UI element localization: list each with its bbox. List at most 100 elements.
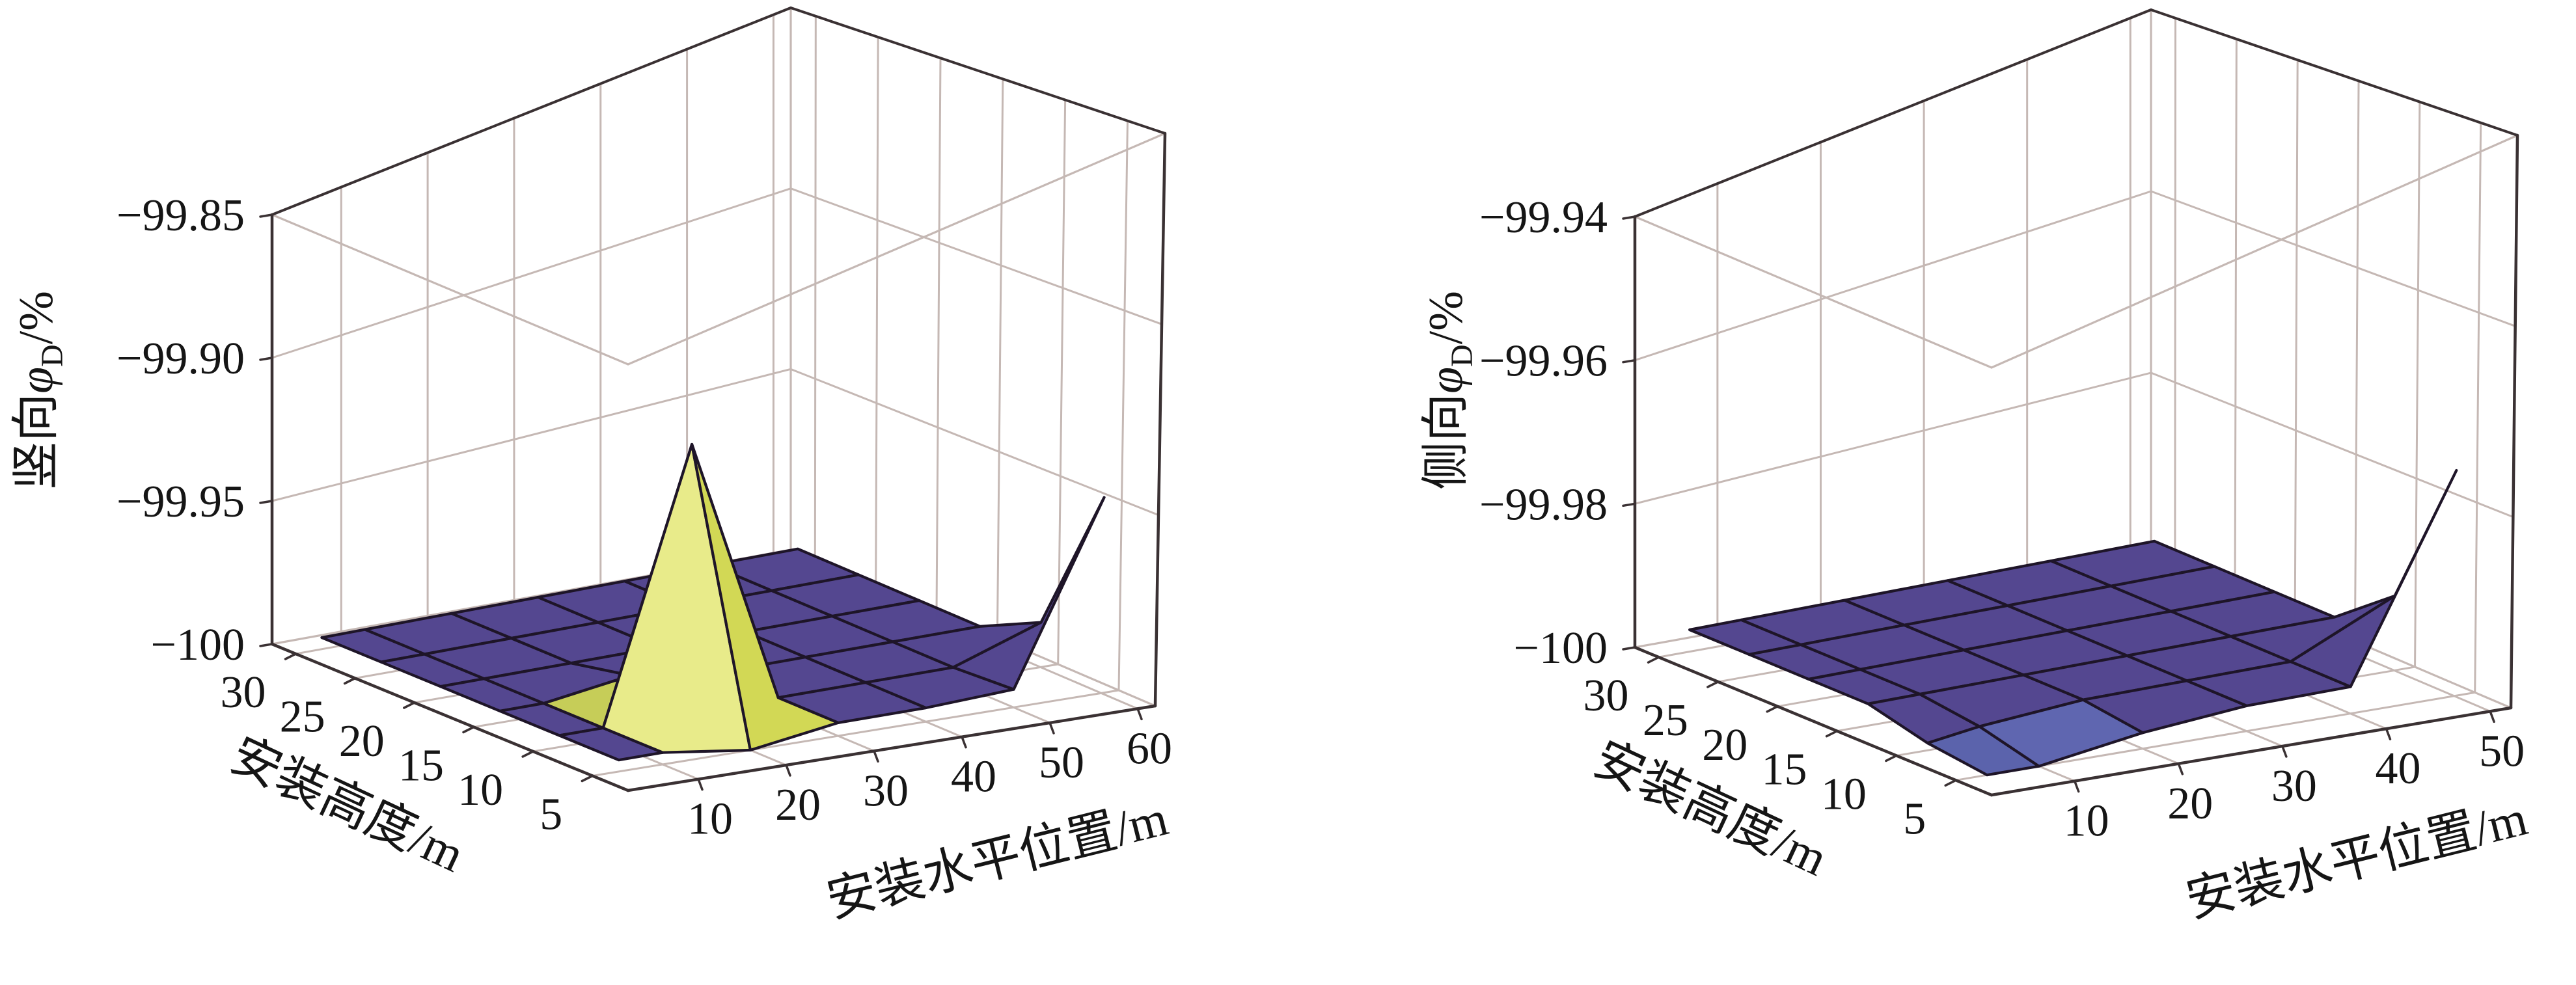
wall-grid-line-z (789, 368, 1160, 517)
z-tick-label: −99.98 (1479, 479, 1608, 530)
wall-grid-line-z (1634, 190, 2152, 362)
z-tick-label: −100 (1514, 623, 1608, 673)
x-tick-label: 50 (1039, 738, 1084, 788)
y-tick-mark (284, 653, 297, 660)
y-tick-label: 25 (1643, 695, 1688, 746)
z-tick-mark (259, 500, 273, 504)
x-tick-mark (2073, 779, 2080, 793)
x-tick-label: 30 (2271, 761, 2317, 811)
wall-grid-line-z (271, 368, 792, 502)
box-edge-dark (1153, 131, 1167, 708)
x-tick-mark (961, 735, 967, 749)
box-edge-light (1990, 134, 2519, 369)
wall-grid-line-z (2150, 190, 2517, 327)
wall-grid-line-y (1057, 99, 1067, 666)
x-tick-label: 30 (863, 766, 909, 816)
z-tick-label: −100 (151, 620, 245, 670)
z-tick-mark (1622, 358, 1636, 364)
x-tick-mark (1136, 707, 1143, 721)
y-tick-mark (1825, 729, 1839, 738)
x-tick-label: 10 (687, 794, 733, 844)
x-tick-label: 20 (775, 780, 821, 830)
y-tick-label: 30 (1583, 671, 1629, 721)
x-tick-mark (785, 764, 791, 777)
y-tick-mark (1706, 681, 1720, 688)
x-tick-mark (873, 749, 879, 763)
surface-facet (952, 496, 1106, 691)
x-tick-mark (2177, 762, 2184, 776)
wall-grid-line-z (2150, 371, 2514, 519)
x-tick-label: 20 (2167, 779, 2213, 829)
z-tick-mark (259, 643, 273, 647)
y-tick-label: 20 (1702, 720, 1747, 770)
left-surface-plot: 10 20 30 40 50 60 30 25 20 15 10 5 −100 −99.95 −99.90 −… (10, 7, 1173, 928)
z-tick-label: −99.85 (116, 191, 245, 241)
wall-grid-line-y (2234, 38, 2238, 591)
box-top-edge (789, 7, 1166, 135)
floor-grid-line-y (591, 689, 1120, 777)
surface-mesh (320, 442, 1106, 762)
y-tick-label: 15 (1762, 745, 1807, 795)
box-top-edge (271, 7, 792, 216)
x-axis-edge (626, 704, 1157, 792)
y-tick-mark (581, 774, 594, 783)
y-tick-label: 25 (280, 692, 325, 742)
x-tick-mark (2281, 745, 2288, 758)
y-tick-mark (1766, 705, 1779, 713)
x-tick-mark (1048, 722, 1055, 735)
tick-labels: 10 20 30 40 50 30 25 20 15 10 5 −100 −99.98 −99.96 −99… (1479, 193, 2525, 846)
wall-grid-line-y (2353, 79, 2360, 643)
y-axis-edge (1633, 645, 1994, 797)
z-tick-mark (1622, 646, 1636, 651)
x-tick-label: 40 (2375, 744, 2420, 794)
x-tick-label: 60 (1127, 723, 1172, 774)
z-tick-label: −99.95 (116, 477, 245, 527)
y-tick-mark (521, 750, 534, 758)
z-tick-mark (259, 357, 273, 361)
y-tick-mark (1944, 779, 1957, 787)
x-tick-label: 10 (2064, 796, 2109, 846)
z-tick-mark (259, 213, 273, 218)
box-edge-light (271, 213, 629, 366)
wall-grid-line-z (1634, 371, 2152, 505)
z-tick-mark (1622, 502, 1636, 507)
y-tick-mark (343, 677, 357, 685)
wall-grid-line-y (2474, 122, 2482, 694)
axis-edges (259, 7, 1167, 792)
wall-grid-line-y (875, 36, 879, 587)
x-tick-label: 40 (951, 752, 996, 802)
x-tick-label: 50 (2479, 726, 2525, 776)
wall-grid-line-y (2174, 17, 2177, 566)
wall-grid-line-y (2414, 101, 2421, 668)
z-tick-label: −99.96 (1479, 336, 1608, 386)
x-axis-edge (1990, 706, 2513, 797)
y-tick-label: 30 (220, 668, 266, 718)
y-tick-mark (462, 725, 475, 734)
right-surface-plot: 10 20 30 40 50 30 25 20 15 10 5 −100 −99.98 −99.96 −99… (1419, 8, 2533, 928)
y-tick-label: 20 (339, 716, 385, 766)
tick-labels: 10 20 30 40 50 60 30 25 20 15 10 5 −100 −99.95 −99.90 −… (116, 191, 1172, 844)
y-tick-label: 15 (398, 741, 444, 791)
box-edge-light (1634, 215, 1993, 369)
y-tick-mark (1647, 656, 1660, 664)
z-axis-label: 侧向φD/% (1419, 291, 1479, 490)
y-tick-label: 5 (540, 790, 562, 840)
y-axis-edge (270, 642, 630, 792)
wall-grid-line-y (2294, 59, 2299, 617)
wall-grid-line-z (271, 187, 792, 359)
y-tick-mark (403, 701, 416, 709)
z-tick-label: −99.90 (116, 334, 245, 384)
surface-mesh (1688, 468, 2458, 777)
y-tick-mark (1885, 754, 1898, 762)
axis-edges (1622, 8, 2519, 797)
box-edge-dark (2509, 133, 2519, 710)
y-tick-label: 10 (1821, 769, 1867, 819)
z-tick-mark (1622, 215, 1636, 220)
surface-facet (2289, 468, 2458, 688)
x-tick-mark (2489, 710, 2495, 723)
y-tick-label: 5 (1903, 794, 1926, 844)
wall-grid-line-y (1117, 120, 1129, 692)
y-tick-label: 10 (458, 765, 503, 815)
x-axis-label: 安装水平位置/m (2181, 790, 2533, 928)
